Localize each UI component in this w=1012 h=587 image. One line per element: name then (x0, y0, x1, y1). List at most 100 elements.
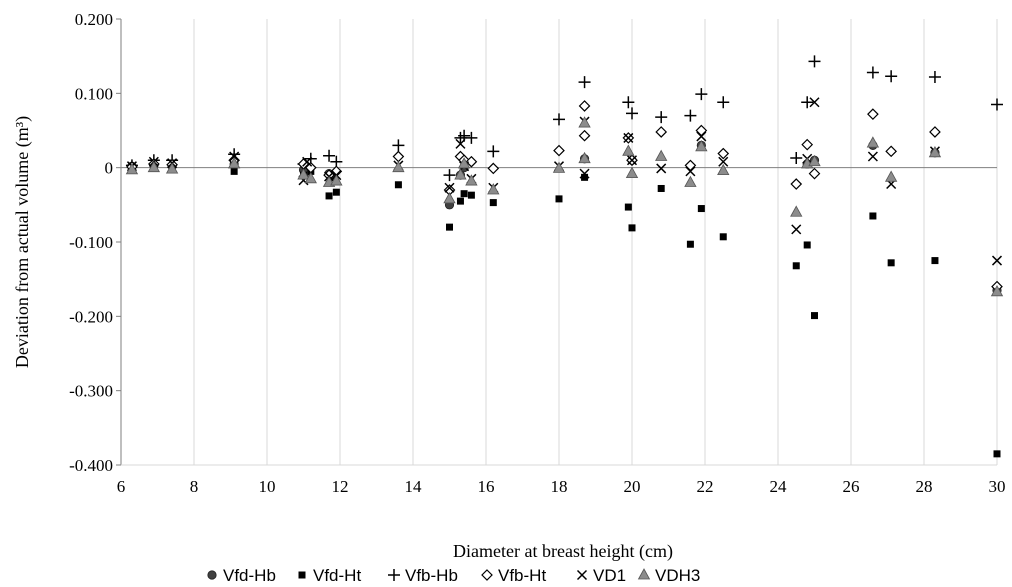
data-point (655, 111, 668, 124)
x-tick-label: 24 (770, 477, 788, 496)
data-point (809, 97, 820, 108)
legend-marker (207, 570, 217, 580)
x-tick-labels: 6 8 10 12 14 16 18 20 22 24 26 28 30 (117, 477, 1006, 496)
x-tick-label: 16 (478, 477, 495, 496)
series-vfb-ht (126, 100, 1003, 293)
data-point (801, 96, 814, 109)
data-point (696, 131, 707, 142)
data-point (717, 147, 730, 160)
data-point (302, 156, 313, 167)
data-point (487, 183, 500, 195)
data-point (686, 240, 694, 248)
data-point (392, 150, 405, 163)
data-point (867, 108, 879, 120)
data-point (578, 100, 591, 112)
data-point (323, 149, 336, 162)
data-point (125, 163, 139, 175)
data-point (887, 259, 895, 267)
data-point (446, 223, 453, 231)
legend-marker (388, 569, 400, 581)
y-tick-label: 0.200 (75, 10, 113, 29)
data-point (444, 182, 455, 193)
series-vd1 (126, 97, 1003, 266)
data-point (325, 192, 333, 200)
data-point (685, 166, 696, 177)
data-point (578, 76, 591, 89)
legend-marker (637, 568, 651, 580)
data-point (624, 203, 632, 211)
data-point (684, 109, 697, 122)
data-point (990, 284, 1004, 297)
data-point (991, 98, 1003, 111)
y-tick-label: -0.100 (69, 233, 113, 252)
x-tick-label: 10 (259, 477, 276, 496)
data-point (579, 168, 590, 179)
data-point (330, 174, 343, 186)
data-point (626, 107, 638, 120)
data-point (487, 162, 500, 175)
data-point (229, 151, 240, 162)
data-point (465, 131, 478, 144)
legend-label: VD1 (593, 566, 626, 585)
data-point (655, 149, 668, 161)
data-point (578, 116, 591, 128)
data-point (230, 167, 238, 175)
data-point (165, 162, 179, 174)
data-point (790, 205, 803, 217)
data-point (808, 167, 821, 180)
data-point (811, 312, 818, 320)
data-point (931, 257, 939, 265)
y-tick-label: -0.200 (69, 307, 113, 326)
data-point (578, 151, 591, 164)
data-point (467, 191, 475, 199)
data-point (867, 151, 878, 162)
data-point (443, 192, 456, 204)
data-point (297, 168, 310, 180)
y-tick-label: 0 (105, 159, 114, 178)
data-point (578, 129, 591, 142)
data-point (657, 184, 665, 192)
data-point (656, 163, 667, 174)
data-point (885, 70, 898, 83)
data-point (928, 145, 942, 158)
data-point (553, 113, 565, 126)
data-point (626, 155, 638, 166)
data-point (227, 157, 241, 169)
data-point (866, 136, 880, 148)
x-tick-label: 28 (916, 477, 933, 496)
data-point (928, 70, 941, 83)
legend-marker (481, 569, 493, 581)
x-tick-label: 30 (989, 477, 1006, 496)
x-axis-title: Diameter at breast height (cm) (453, 541, 673, 562)
legend-label: VDH3 (655, 566, 700, 585)
data-point (718, 156, 729, 167)
legend: Vfd-Hb Vfd-Ht Vfb-Hb Vfb-Ht VD1 VDH3 (207, 566, 700, 585)
series-vdh3 (125, 116, 1004, 297)
data-point (808, 55, 821, 68)
y-tick-label: -0.300 (69, 382, 113, 401)
data-point (625, 166, 639, 179)
data-point (869, 212, 877, 220)
data-point (695, 140, 708, 152)
y-axis-title: Deviation from actual volume (m³) (12, 116, 33, 368)
data-point (801, 138, 814, 151)
x-tick-label: 20 (624, 477, 641, 496)
x-tick-label: 14 (405, 477, 423, 496)
data-point (465, 155, 478, 168)
data-point (394, 181, 402, 189)
data-point (489, 199, 497, 207)
data-point (790, 152, 803, 165)
legend-label: Vfb-Ht (498, 566, 546, 585)
data-point (555, 195, 563, 203)
data-point (717, 96, 730, 109)
data-point (332, 188, 340, 196)
data-point (392, 160, 405, 173)
data-point (622, 96, 635, 109)
data-point (697, 205, 705, 213)
data-point (455, 138, 466, 149)
legend-label: Vfd-Ht (313, 566, 361, 585)
axes (116, 18, 997, 466)
data-point (623, 132, 634, 143)
data-point (454, 168, 467, 180)
x-tick-label: 22 (697, 477, 714, 496)
